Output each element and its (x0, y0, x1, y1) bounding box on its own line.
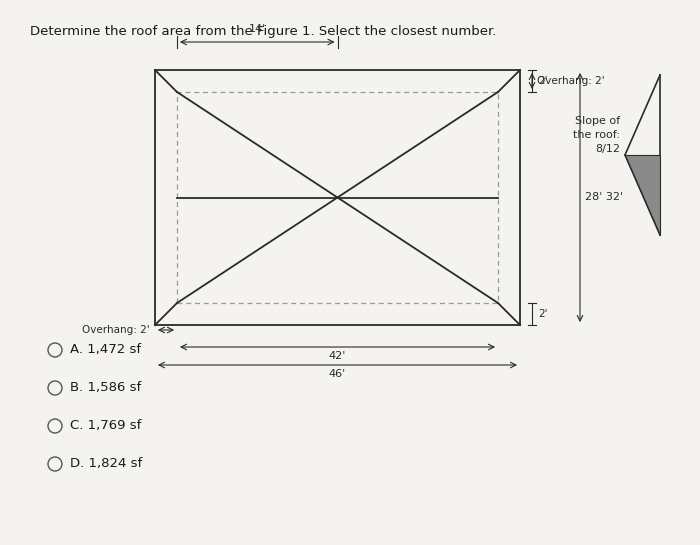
Text: 2': 2' (538, 76, 547, 86)
Text: Overhang: 2': Overhang: 2' (537, 76, 605, 86)
Text: 46': 46' (329, 369, 346, 379)
Text: 2': 2' (538, 309, 547, 319)
Text: 14': 14' (248, 24, 266, 34)
Text: 28' 32': 28' 32' (585, 192, 623, 203)
Polygon shape (625, 155, 660, 235)
Text: A. 1,472 sf: A. 1,472 sf (70, 343, 141, 356)
Bar (155, 70, 520, 325)
Text: Overhang: 2': Overhang: 2' (83, 325, 150, 335)
Text: C. 1,769 sf: C. 1,769 sf (70, 420, 141, 433)
Text: D. 1,824 sf: D. 1,824 sf (70, 457, 142, 470)
Text: B. 1,586 sf: B. 1,586 sf (70, 382, 141, 395)
Text: Slope of
the roof:
8/12: Slope of the roof: 8/12 (573, 116, 620, 154)
Text: 42': 42' (329, 351, 346, 361)
Text: Determine the roof area from the Figure 1. Select the closest number.: Determine the roof area from the Figure … (30, 25, 496, 38)
Bar (177, 92, 498, 303)
